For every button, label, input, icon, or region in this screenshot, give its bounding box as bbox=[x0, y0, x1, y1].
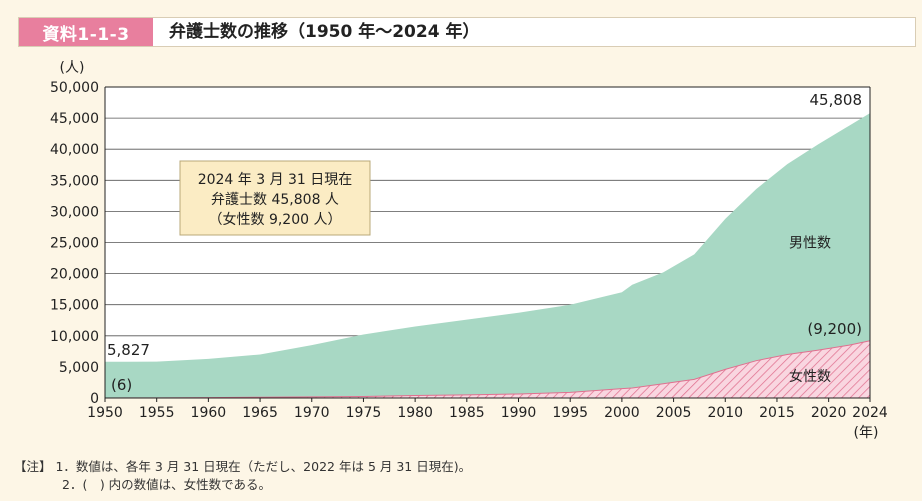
chart-labels: 0 5,000 10,000 15,000 20,000 25,000 30,000 35,0… bbox=[50, 60, 888, 441]
figure-title: 弁護士数の推移（1950 年〜2024 年） bbox=[169, 22, 480, 42]
series-label-female: 女性数 bbox=[789, 368, 831, 385]
x-tick-label: 1985 bbox=[449, 405, 485, 421]
info-box-line: 2024 年 3 月 31 日現在 bbox=[198, 172, 353, 188]
x-tick-label: 2024 bbox=[852, 405, 888, 421]
y-tick-label: 50,000 bbox=[50, 80, 99, 96]
chart-areas bbox=[104, 113, 871, 399]
end-female-label: (9,200) bbox=[807, 320, 862, 338]
start-female-label: (6) bbox=[111, 376, 132, 394]
y-tick-label: 30,000 bbox=[50, 204, 99, 220]
x-tick-label: 1975 bbox=[346, 405, 382, 421]
chart-axes bbox=[104, 86, 871, 402]
x-tick-label: 1955 bbox=[139, 405, 175, 421]
x-tick-label: 1960 bbox=[191, 405, 227, 421]
figure-number-badge: 資料1-1-3 bbox=[19, 18, 153, 46]
note-2: 2．( ) 内の数値は、女性数である。 bbox=[62, 477, 272, 492]
x-tick-label: 1995 bbox=[552, 405, 588, 421]
end-total-label: 45,808 bbox=[810, 91, 863, 109]
x-tick-label: 2010 bbox=[707, 405, 743, 421]
x-tick-label: 2000 bbox=[604, 405, 640, 421]
x-tick-label: 1965 bbox=[242, 405, 278, 421]
series-area-male bbox=[105, 113, 870, 398]
y-axis-unit: (人) bbox=[60, 60, 85, 76]
series-label-male: 男性数 bbox=[789, 236, 831, 252]
info-box bbox=[179, 160, 371, 236]
y-tick-label: 25,000 bbox=[50, 236, 99, 252]
y-tick-label: 40,000 bbox=[50, 142, 99, 158]
x-axis-unit: (年) bbox=[854, 425, 879, 441]
x-tick-label: 1980 bbox=[397, 405, 433, 421]
notes: 【注】 1．数値は、各年 3 月 31 日現在（ただし、2022 年は 5 月 … bbox=[14, 458, 471, 494]
y-tick-label: 15,000 bbox=[50, 298, 99, 314]
note-1: 【注】 1．数値は、各年 3 月 31 日現在（ただし、2022 年は 5 月 … bbox=[14, 459, 472, 474]
x-tick-label: 1990 bbox=[501, 405, 537, 421]
y-tick-label: 10,000 bbox=[50, 329, 99, 345]
x-tick-label: 2005 bbox=[656, 405, 692, 421]
info-box-line: 弁護士数 45,808 人 bbox=[211, 192, 339, 208]
y-tick-label: 35,000 bbox=[50, 173, 99, 189]
y-tick-label: 0 bbox=[90, 391, 99, 407]
x-tick-label: 2020 bbox=[811, 405, 847, 421]
area-chart: 0 5,000 10,000 15,000 20,000 25,000 30,000 35,0… bbox=[50, 60, 888, 441]
start-total-label: 5,827 bbox=[107, 341, 150, 359]
x-tick-label: 1950 bbox=[87, 405, 123, 421]
x-tick-label: 2015 bbox=[759, 405, 795, 421]
series-line-female bbox=[104, 340, 871, 399]
x-tick-label: 1970 bbox=[294, 405, 330, 421]
info-box-line: （女性数 9,200 人） bbox=[209, 211, 342, 228]
y-tick-label: 45,000 bbox=[50, 111, 99, 127]
y-tick-label: 5,000 bbox=[59, 360, 99, 376]
series-area-female bbox=[105, 340, 870, 398]
y-tick-label: 20,000 bbox=[50, 267, 99, 283]
figure-header: 資料1-1-3 弁護士数の推移（1950 年〜2024 年） bbox=[18, 17, 916, 47]
